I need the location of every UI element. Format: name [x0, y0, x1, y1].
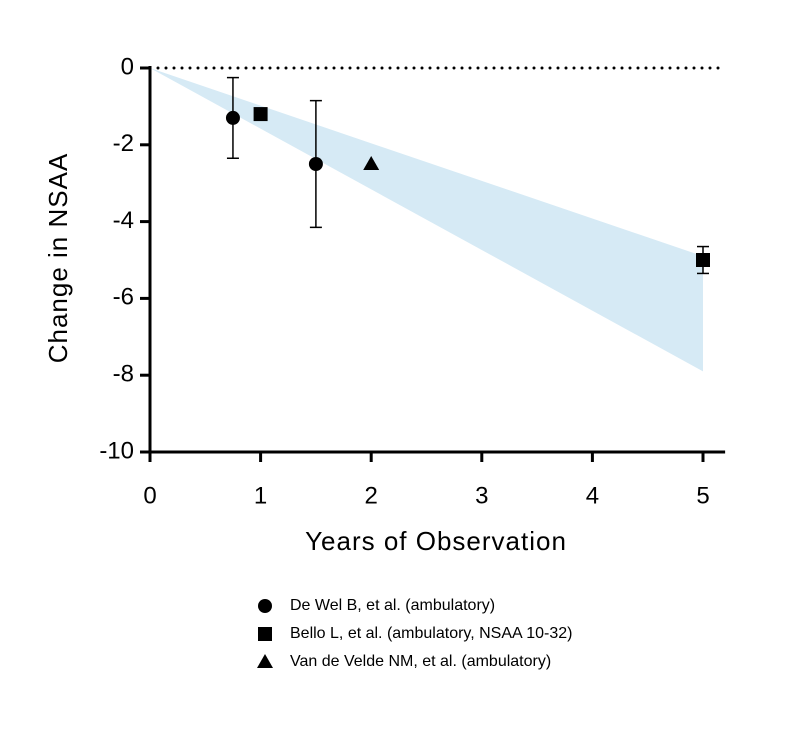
- data-point: [696, 253, 710, 267]
- data-point: [363, 156, 380, 170]
- legend-label: Bello L, et al. (ambulatory, NSAA 10-32): [290, 625, 573, 642]
- y-axis-label: Change in NSAA: [43, 153, 73, 364]
- legend-marker: [257, 654, 273, 668]
- data-point: [253, 107, 268, 122]
- x-tick-label: 5: [696, 482, 709, 509]
- legend-marker: [258, 599, 272, 613]
- x-axis-label: Years of Observation: [305, 526, 567, 556]
- y-tick-label: -2: [113, 130, 134, 157]
- x-tick-label: 0: [143, 482, 156, 509]
- x-tick-label: 1: [254, 482, 267, 509]
- x-tick-label: 4: [586, 482, 599, 509]
- y-tick-label: -6: [113, 284, 134, 311]
- legend-marker: [258, 627, 272, 641]
- legend-label: Van de Velde NM, et al. (ambulatory): [290, 653, 551, 670]
- x-tick-label: 2: [365, 482, 378, 509]
- confidence-band: [150, 68, 703, 372]
- y-tick-label: 0: [121, 53, 134, 80]
- y-tick-label: -10: [99, 437, 134, 464]
- data-point: [225, 110, 240, 125]
- data-point: [308, 157, 323, 171]
- x-tick-label: 3: [475, 482, 488, 509]
- y-tick-label: -8: [113, 361, 134, 388]
- legend-label: De Wel B, et al. (ambulatory): [290, 597, 495, 614]
- y-tick-label: -4: [113, 207, 134, 234]
